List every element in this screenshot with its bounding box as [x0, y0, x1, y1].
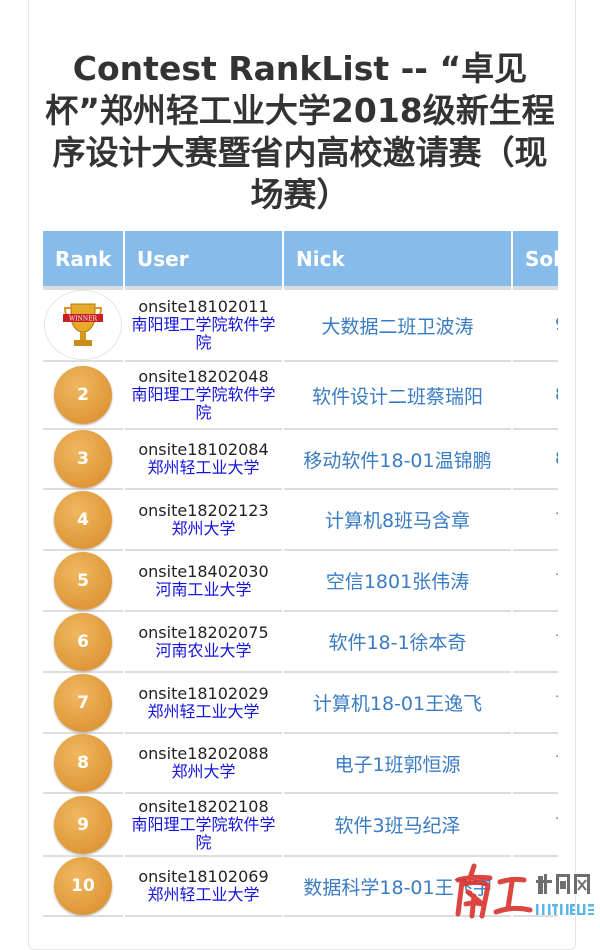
nick-cell: 计算机8班马含章	[284, 490, 511, 551]
rank-medal: 7	[54, 673, 112, 732]
table-row: WINNER onsite18102011 南阳理工学院软件学院 大数据二班卫波涛…	[43, 290, 558, 362]
nick-cell: 软件3班马纪泽	[284, 794, 511, 857]
ranklist-card	[28, 0, 576, 950]
user-id[interactable]: onsite18202088	[138, 744, 269, 763]
solved-cell: 9	[513, 290, 558, 362]
user-cell[interactable]: onsite18202123 郑州大学	[125, 490, 282, 551]
rank-medal: 6	[54, 612, 112, 671]
user-cell[interactable]: onsite18102011 南阳理工学院软件学院	[125, 290, 282, 362]
user-cell[interactable]: onsite18102084 郑州轻工业大学	[125, 430, 282, 490]
solved-cell: 7	[513, 857, 558, 917]
solved-cell: 7	[513, 551, 558, 612]
ranklist-table: Rank User Nick Solved WINNER onsite18102…	[43, 231, 558, 917]
nick-cell: 计算机18-01王逸飞	[284, 673, 511, 734]
user-id[interactable]: onsite18102084	[138, 440, 269, 459]
user-school: 郑州轻工业大学	[147, 458, 260, 477]
solved-cell: 8	[513, 430, 558, 490]
user-cell[interactable]: onsite18402030 河南工业大学	[125, 551, 282, 612]
rank-medal: 4	[54, 490, 112, 549]
user-school: 南阳理工学院软件学院	[131, 315, 276, 352]
rank-medal: 8	[54, 734, 112, 792]
solved-cell: 8	[513, 362, 558, 430]
user-school: 河南工业大学	[155, 579, 252, 599]
user-school: 郑州轻工业大学	[147, 885, 260, 904]
header-solved[interactable]: Solved	[513, 231, 558, 290]
header-nick[interactable]: Nick	[284, 231, 511, 290]
user-cell[interactable]: onsite18202075 河南农业大学	[125, 612, 282, 673]
nick-cell: 移动软件18-01温锦鹏	[284, 430, 511, 490]
rank-cell: 2	[43, 362, 123, 430]
rank-cell: 8	[43, 734, 123, 794]
page-title: Contest RankList -- “卓见杯”郑州轻工业大学2018级新生程…	[45, 49, 555, 214]
rank-medal: 5	[54, 551, 112, 610]
rank-cell: WINNER	[43, 290, 123, 362]
user-school: 南阳理工学院软件学院	[131, 814, 276, 852]
user-school: 郑州大学	[171, 518, 236, 538]
rank-medal: 9	[54, 795, 112, 854]
winner-trophy-icon: WINNER	[44, 290, 122, 360]
user-cell[interactable]: onsite18102029 郑州轻工业大学	[125, 673, 282, 734]
user-id[interactable]: onsite18102029	[138, 683, 269, 703]
nick-cell: 数据科学18-01王飞宇	[284, 857, 511, 917]
user-id[interactable]: onsite18402030	[138, 561, 269, 581]
user-school: 郑州大学	[171, 762, 236, 781]
user-cell[interactable]: onsite18202048 南阳理工学院软件学院	[125, 362, 282, 430]
user-id[interactable]: onsite18202123	[138, 500, 269, 520]
rank-cell: 5	[43, 551, 123, 612]
nick-cell: 软件18-1徐本奇	[284, 612, 511, 673]
rank-medal: 3	[54, 430, 112, 488]
user-school: 南阳理工学院软件学院	[131, 385, 276, 422]
solved-cell: 7	[513, 794, 558, 857]
user-id[interactable]: onsite18102069	[138, 867, 269, 886]
user-id[interactable]: onsite18202075	[138, 622, 269, 642]
rank-cell: 3	[43, 430, 123, 490]
solved-cell: 7	[513, 612, 558, 673]
user-cell[interactable]: onsite18202088 郑州大学	[125, 734, 282, 794]
rank-cell: 6	[43, 612, 123, 673]
user-cell[interactable]: onsite18102069 郑州轻工业大学	[125, 857, 282, 917]
solved-cell: 7	[513, 490, 558, 551]
rank-medal: 2	[54, 366, 112, 424]
user-id[interactable]: onsite18202108	[138, 796, 269, 816]
user-id[interactable]: onsite18202048	[138, 367, 269, 386]
header-rank[interactable]: Rank	[43, 231, 123, 290]
solved-cell: 7	[513, 673, 558, 734]
rank-medal: 10	[54, 857, 112, 915]
rank-cell: 9	[43, 794, 123, 857]
user-cell[interactable]: onsite18202108 南阳理工学院软件学院	[125, 794, 282, 857]
user-id[interactable]: onsite18102011	[138, 297, 269, 316]
header-user[interactable]: User	[125, 231, 282, 290]
rank-cell: 7	[43, 673, 123, 734]
svg-text:WINNER: WINNER	[69, 316, 97, 323]
nick-cell: 电子1班郭恒源	[284, 734, 511, 794]
ranklist-table-wrapper[interactable]: Rank User Nick Solved WINNER onsite18102…	[43, 231, 558, 931]
solved-cell: 7	[513, 734, 558, 794]
nick-cell: 大数据二班卫波涛	[284, 290, 511, 362]
rank-cell: 10	[43, 857, 123, 917]
nick-cell: 软件设计二班蔡瑞阳	[284, 362, 511, 430]
user-school: 郑州轻工业大学	[147, 701, 260, 721]
user-school: 河南农业大学	[155, 640, 252, 660]
rank-cell: 4	[43, 490, 123, 551]
nick-cell: 空信1801张伟涛	[284, 551, 511, 612]
